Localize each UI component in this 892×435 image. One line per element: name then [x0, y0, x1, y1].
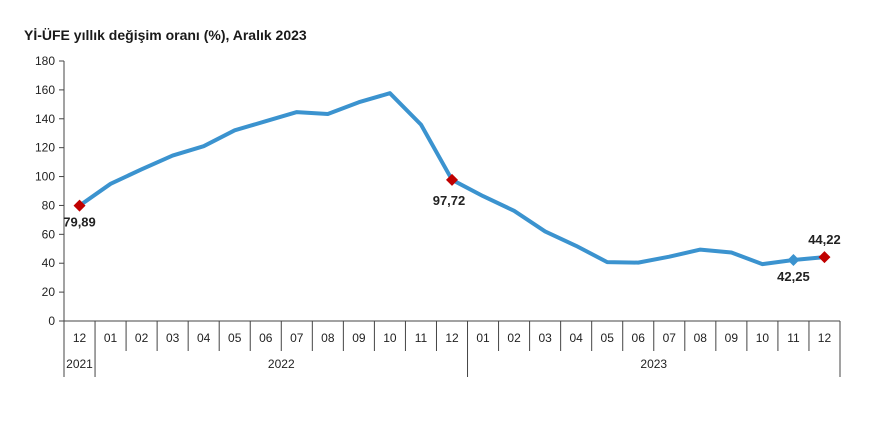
- data-label: 97,72: [433, 193, 466, 208]
- diamond-marker: [446, 173, 458, 186]
- x-tick-label: 12: [73, 331, 87, 345]
- x-tick-label: 11: [415, 331, 428, 345]
- y-tick-label: 140: [35, 112, 55, 126]
- x-tick-label: 10: [383, 331, 397, 345]
- y-tick-label: 80: [42, 198, 56, 212]
- y-tick-label: 180: [35, 54, 55, 68]
- x-tick-label: 05: [228, 331, 242, 345]
- x-tick-label: 05: [601, 331, 615, 345]
- x-tick-label: 11: [787, 331, 800, 345]
- x-tick-label: 09: [725, 331, 739, 345]
- y-tick-label: 100: [35, 170, 55, 184]
- x-tick-label: 01: [476, 331, 490, 345]
- y-tick-label: 20: [42, 285, 56, 299]
- x-tick-label: 03: [166, 331, 180, 345]
- diamond-marker: [787, 253, 800, 266]
- year-label: 2023: [640, 357, 667, 371]
- data-label: 79,89: [63, 215, 96, 230]
- y-tick-label: 160: [35, 83, 55, 97]
- data-label: 44,22: [808, 232, 841, 247]
- y-tick-label: 120: [35, 141, 55, 155]
- y-tick-label: 40: [42, 256, 56, 270]
- x-tick-label: 06: [632, 331, 646, 345]
- year-label: 2021: [66, 357, 93, 371]
- y-tick-label: 0: [48, 314, 55, 328]
- x-tick-label: 06: [259, 331, 273, 345]
- x-tick-label: 12: [818, 331, 832, 345]
- x-tick-label: 07: [290, 331, 304, 345]
- x-tick-label: 03: [538, 331, 552, 345]
- x-tick-label: 01: [104, 331, 118, 345]
- x-tick-label: 02: [507, 331, 521, 345]
- year-label: 2022: [268, 357, 295, 371]
- y-tick-label: 60: [42, 227, 56, 241]
- x-tick-label: 09: [352, 331, 366, 345]
- x-tick-label: 04: [569, 331, 583, 345]
- x-tick-label: 08: [321, 331, 335, 345]
- diamond-marker: [73, 199, 86, 212]
- x-tick-label: 08: [694, 331, 708, 345]
- x-tick-label: 07: [663, 331, 677, 345]
- x-tick-label: 04: [197, 331, 211, 345]
- x-tick-label: 02: [135, 331, 149, 345]
- data-label: 42,25: [777, 269, 810, 284]
- chart-title: Yİ-ÜFE yıllık değişim oranı (%), Aralık …: [24, 27, 307, 43]
- x-tick-label: 10: [756, 331, 770, 345]
- x-tick-label: 12: [445, 331, 459, 345]
- diamond-marker: [818, 251, 831, 264]
